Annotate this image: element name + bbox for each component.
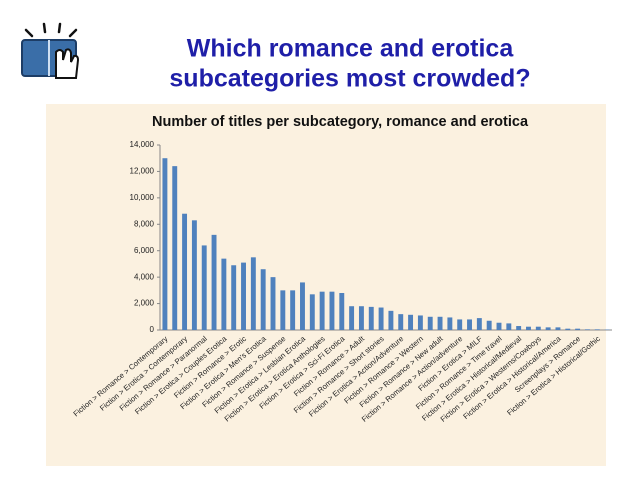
bar xyxy=(555,327,561,330)
y-tick-label: 12,000 xyxy=(130,167,155,176)
bar xyxy=(584,329,590,330)
bar xyxy=(516,326,522,330)
bar xyxy=(241,262,246,330)
bar xyxy=(182,213,188,330)
bar xyxy=(349,306,355,330)
y-tick-label: 8,000 xyxy=(134,219,155,228)
book-icon xyxy=(21,22,80,79)
bar xyxy=(467,319,472,330)
bar xyxy=(221,258,227,330)
bar xyxy=(496,322,502,330)
chart-title: Number of titles per subcategory, romanc… xyxy=(152,114,529,130)
bar xyxy=(172,166,178,330)
bar xyxy=(270,277,276,330)
bar xyxy=(378,307,384,330)
bar xyxy=(260,269,266,330)
bar xyxy=(447,317,453,330)
bar xyxy=(191,220,197,330)
y-tick-label: 2,000 xyxy=(134,299,155,308)
y-tick-label: 4,000 xyxy=(134,272,155,281)
bar xyxy=(250,257,256,330)
bar xyxy=(398,314,404,330)
chart-background xyxy=(46,104,606,466)
slide-title: Which romance and erotica xyxy=(187,35,515,63)
bar xyxy=(231,265,237,330)
bar xyxy=(437,316,443,330)
bar xyxy=(506,323,512,330)
y-tick-label: 14,000 xyxy=(130,140,155,149)
bar xyxy=(309,294,315,330)
bar xyxy=(300,282,305,330)
bar xyxy=(486,320,492,330)
y-tick-label: 6,000 xyxy=(134,246,155,255)
bar xyxy=(339,293,345,330)
bar xyxy=(388,310,394,330)
bar xyxy=(457,319,463,330)
slide-title: subcategories most crowded? xyxy=(169,65,530,93)
bar xyxy=(329,291,335,330)
bar xyxy=(201,245,207,330)
bar xyxy=(162,158,168,330)
bar xyxy=(565,328,571,330)
bar xyxy=(280,290,286,330)
bar xyxy=(408,314,414,330)
y-tick-label: 10,000 xyxy=(130,193,155,202)
bar xyxy=(476,318,482,330)
bar xyxy=(290,290,296,330)
bar xyxy=(358,306,364,330)
bar xyxy=(368,306,374,330)
bar xyxy=(427,316,433,330)
bar xyxy=(594,329,600,330)
bar xyxy=(417,315,423,330)
bar xyxy=(535,326,541,330)
bar xyxy=(526,326,531,330)
bar xyxy=(575,328,581,330)
bar xyxy=(319,291,325,330)
bar xyxy=(211,234,217,330)
y-tick-label: 0 xyxy=(150,325,155,334)
bar xyxy=(545,327,551,330)
